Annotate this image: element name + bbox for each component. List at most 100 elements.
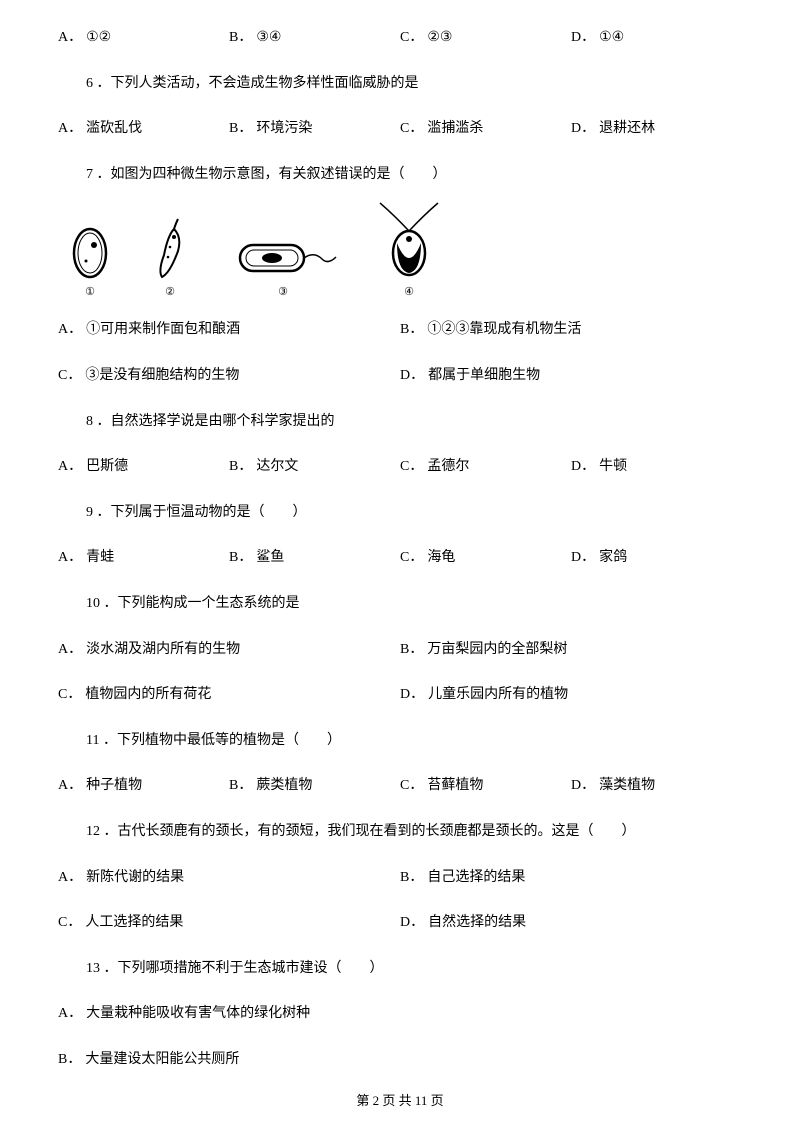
option-a: A．①可用来制作面包和酿酒	[58, 320, 400, 340]
option-d: D．自然选择的结果	[400, 913, 742, 933]
q11-options: A．种子植物 B．蕨类植物 C．苔藓植物 D．藻类植物	[58, 776, 742, 796]
q13-option-a: A．大量栽种能吸收有害气体的绿化树种	[58, 1004, 742, 1024]
option-d: D．牛顿	[571, 457, 742, 477]
option-a: A．大量栽种能吸收有害气体的绿化树种	[58, 1004, 742, 1024]
option-d: D．儿童乐园内所有的植物	[400, 685, 742, 705]
q11-text: 11 ．下列植物中最低等的植物是（ ）	[86, 731, 742, 751]
option-label: C．	[58, 366, 81, 386]
option-text: 大量栽种能吸收有害气体的绿化树种	[86, 1004, 310, 1024]
q7-options-row2: C．③是没有细胞结构的生物 D．都属于单细胞生物	[58, 366, 742, 386]
option-text: ③是没有细胞结构的生物	[85, 366, 239, 386]
option-a: A．淡水湖及湖内所有的生物	[58, 640, 400, 660]
q13-text: 13 ．下列哪项措施不利于生态城市建设（ ）	[86, 959, 742, 979]
option-d: D．都属于单细胞生物	[400, 366, 742, 386]
figure-caption: ①	[85, 285, 95, 300]
chlamydomonas-icon	[374, 201, 444, 281]
option-text: 滥砍乱伐	[86, 119, 142, 139]
option-c: C．②③	[400, 28, 571, 48]
q7-figures: ① ② ③ ④	[68, 210, 742, 300]
option-b: B．蕨类植物	[229, 776, 400, 796]
option-label: C．	[58, 685, 81, 705]
option-label: D．	[571, 548, 595, 568]
option-text: 退耕还林	[599, 119, 655, 139]
option-a: A．新陈代谢的结果	[58, 868, 400, 888]
option-label: C．	[58, 913, 81, 933]
option-text: 大量建设太阳能公共厕所	[85, 1050, 239, 1070]
option-label: A．	[58, 548, 82, 568]
option-text: 儿童乐园内所有的植物	[428, 685, 568, 705]
option-text: 巴斯德	[86, 457, 128, 477]
option-label: A．	[58, 640, 82, 660]
option-text: 达尔文	[256, 457, 298, 477]
option-label: A．	[58, 1004, 82, 1024]
q12-options-row1: A．新陈代谢的结果 B．自己选择的结果	[58, 868, 742, 888]
option-c: C．植物园内的所有荷花	[58, 685, 400, 705]
q7-text: 7 ．如图为四种微生物示意图，有关叙述错误的是（ ）	[86, 165, 742, 185]
option-c: C．滥捕滥杀	[400, 119, 571, 139]
option-text: 自己选择的结果	[427, 868, 525, 888]
option-label: D．	[400, 685, 424, 705]
option-d: D．退耕还林	[571, 119, 742, 139]
option-label: D．	[571, 28, 595, 48]
option-text: 藻类植物	[599, 776, 655, 796]
option-text: 植物园内的所有荷花	[85, 685, 211, 705]
option-b: B．达尔文	[229, 457, 400, 477]
q9-text: 9 ．下列属于恒温动物的是（ ）	[86, 503, 742, 523]
option-label: C．	[400, 776, 423, 796]
option-c: C．③是没有细胞结构的生物	[58, 366, 400, 386]
option-text: 海龟	[427, 548, 455, 568]
option-a: A．青蛙	[58, 548, 229, 568]
option-text: 鲨鱼	[256, 548, 284, 568]
option-a: A．滥砍乱伐	[58, 119, 229, 139]
option-text: 自然选择的结果	[428, 913, 526, 933]
option-label: B．	[400, 640, 423, 660]
option-label: B．	[58, 1050, 81, 1070]
option-text: 滥捕滥杀	[427, 119, 483, 139]
option-text: 孟德尔	[427, 457, 469, 477]
option-label: D．	[400, 366, 424, 386]
option-text: 家鸽	[599, 548, 627, 568]
option-text: ①可用来制作面包和酿酒	[86, 320, 240, 340]
option-label: C．	[400, 457, 423, 477]
option-text: 苔藓植物	[427, 776, 483, 796]
option-label: B．	[229, 119, 252, 139]
option-d: D．家鸽	[571, 548, 742, 568]
option-label: C．	[400, 28, 423, 48]
figure-caption: ③	[278, 285, 288, 300]
option-text: ①②③靠现成有机物生活	[427, 320, 581, 340]
option-label: C．	[400, 119, 423, 139]
option-text: 新陈代谢的结果	[86, 868, 184, 888]
option-text: ③④	[256, 28, 281, 48]
q12-text: 12 ．古代长颈鹿有的颈长，有的颈短，我们现在看到的长颈鹿都是颈长的。这是（ ）	[86, 822, 742, 842]
option-text: 人工选择的结果	[85, 913, 183, 933]
option-a: A．巴斯德	[58, 457, 229, 477]
option-label: A．	[58, 320, 82, 340]
figure-1: ①	[68, 221, 112, 300]
q10-options-row2: C．植物园内的所有荷花 D．儿童乐园内所有的植物	[58, 685, 742, 705]
option-a: A．①②	[58, 28, 229, 48]
q8-text: 8 ．自然选择学说是由哪个科学家提出的	[86, 412, 742, 432]
option-b: B．①②③靠现成有机物生活	[400, 320, 742, 340]
option-label: B．	[400, 320, 423, 340]
figure-4: ④	[374, 201, 444, 300]
option-c: C．人工选择的结果	[58, 913, 400, 933]
option-text: 种子植物	[86, 776, 142, 796]
option-b: B．自己选择的结果	[400, 868, 742, 888]
option-text: ①④	[599, 28, 624, 48]
option-label: C．	[400, 548, 423, 568]
q8-options: A．巴斯德 B．达尔文 C．孟德尔 D．牛顿	[58, 457, 742, 477]
option-text: 环境污染	[256, 119, 312, 139]
option-text: 万亩梨园内的全部梨树	[427, 640, 567, 660]
option-label: A．	[58, 28, 82, 48]
figure-caption: ②	[165, 285, 175, 300]
yeast-icon	[68, 221, 112, 281]
option-label: B．	[229, 548, 252, 568]
option-b: B．大量建设太阳能公共厕所	[58, 1050, 742, 1070]
option-c: C．苔藓植物	[400, 776, 571, 796]
option-label: D．	[571, 457, 595, 477]
figure-2: ②	[148, 215, 192, 300]
figure-caption: ④	[404, 285, 414, 300]
q6-options: A．滥砍乱伐 B．环境污染 C．滥捕滥杀 D．退耕还林	[58, 119, 742, 139]
option-c: C．孟德尔	[400, 457, 571, 477]
option-label: A．	[58, 119, 82, 139]
